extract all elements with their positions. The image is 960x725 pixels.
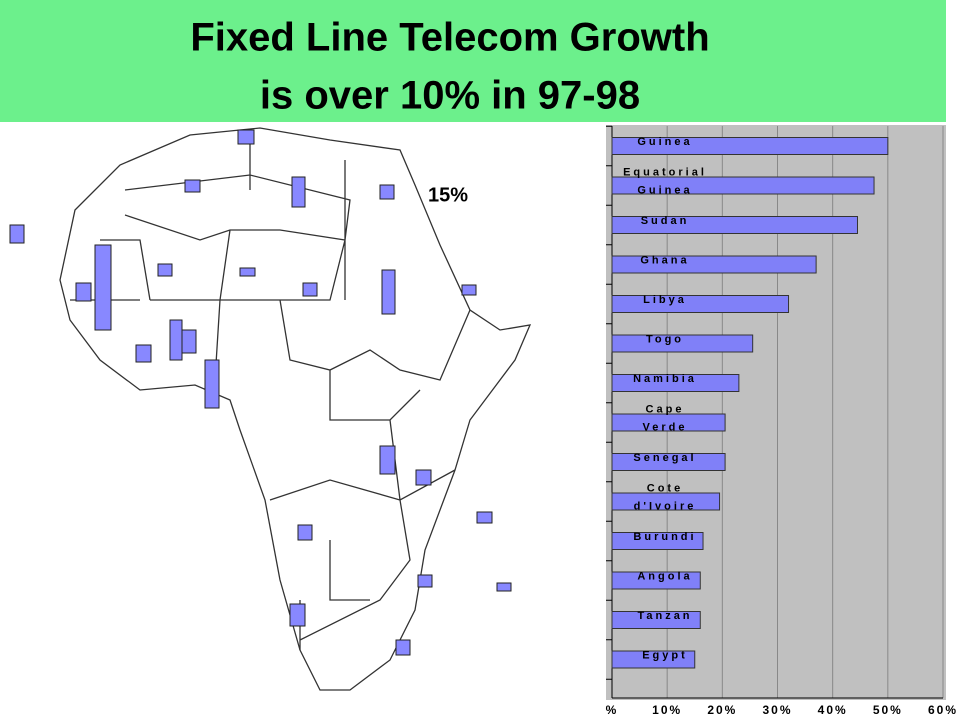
bar (611, 334, 754, 353)
y-tick-label: Togo (646, 333, 684, 345)
y-tick-label: Equatorial Guinea (623, 166, 707, 196)
y-tick-label: Sudan (641, 215, 690, 227)
bar (611, 650, 696, 669)
x-tick-label: 20% (707, 703, 737, 717)
x-tick-label: 40% (818, 703, 848, 717)
y-tick-label: Angola (637, 570, 692, 582)
y-tick-label: Guinea (637, 136, 692, 148)
y-tick-label: Cape Verde (643, 403, 688, 433)
y-tick-label: Cote d'Ivoire (634, 482, 697, 512)
bar (611, 611, 701, 629)
y-tick-label: Senegal (633, 452, 696, 464)
title-banner (0, 0, 946, 122)
x-tick-label: 60% (928, 703, 958, 717)
x-tick-label: 10% (652, 703, 682, 717)
title: Fixed Line Telecom Growth (190, 16, 709, 60)
bar (611, 216, 858, 234)
bar (611, 374, 740, 392)
y-tick-label: Tanzan (637, 610, 692, 622)
y-tick-label: Burundi (633, 531, 696, 543)
bar (611, 137, 889, 155)
bar (611, 492, 721, 511)
x-tick-label: 30% (762, 703, 792, 717)
bar (611, 453, 726, 471)
bar (611, 571, 701, 590)
y-tick-label: Libya (643, 294, 687, 306)
africa-map (9, 127, 532, 691)
x-tick-label: % (606, 703, 619, 717)
y-tick-label: Namibia (633, 373, 697, 385)
bar (611, 176, 875, 195)
subtitle: is over 10% in 97-98 (260, 74, 640, 118)
y-tick-label: Egypt (642, 649, 688, 661)
bar (611, 532, 704, 550)
bar (611, 413, 726, 432)
y-tick-label: Ghana (640, 254, 689, 266)
map-annotation: 15% (428, 184, 468, 206)
bar (611, 295, 790, 313)
bar (611, 255, 817, 274)
x-tick-label: 50% (873, 703, 903, 717)
